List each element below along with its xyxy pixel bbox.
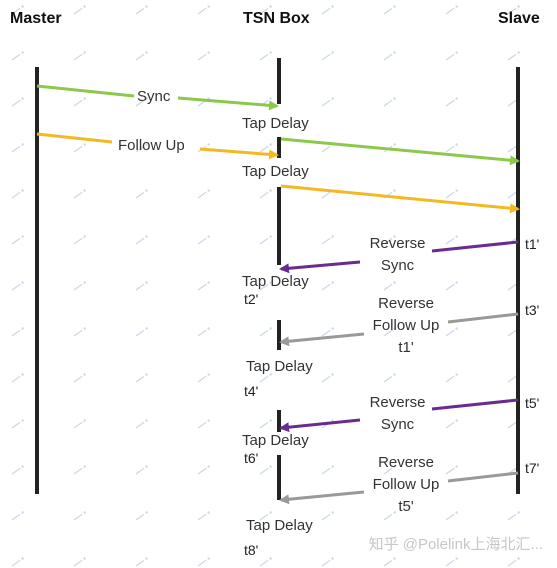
reverse-sync-1-label: Reverse Sync [360,233,435,277]
timestamp-t2: t2' [244,292,258,306]
reverse-follow-up-1-label: Reverse Follow Up t1' [362,293,450,359]
tap-delay-label: Tap Delay [242,433,309,448]
tap-delay-label: Tap Delay [242,116,309,131]
sync-label: Sync [137,89,170,104]
timestamp-t7: t7' [525,461,539,475]
tap-delay-label: Tap Delay [242,164,309,179]
tsn-box-header: TSN Box [243,10,310,28]
master-header: Master [10,10,62,28]
tap-delay-label: Tap Delay [246,359,313,374]
slave-header: Slave [498,10,540,28]
follow-up-label: Follow Up [118,138,185,153]
timestamp-t3: t3' [525,303,539,317]
watermark-text: 知乎 @Polelink上海北汇... [369,533,543,554]
reverse-follow-up-2-label: Reverse Follow Up t5' [362,452,450,518]
tap-delay-label: Tap Delay [246,518,313,533]
tap-delay-label: Tap Delay [242,274,309,289]
reverse-sync-2-label: Reverse Sync [360,392,435,436]
timestamp-t5: t5' [525,396,539,410]
timestamp-t6: t6' [244,451,258,465]
timestamp-t1: t1' [525,237,539,251]
timestamp-t4: t4' [244,384,258,398]
timestamp-t8: t8' [244,543,258,557]
